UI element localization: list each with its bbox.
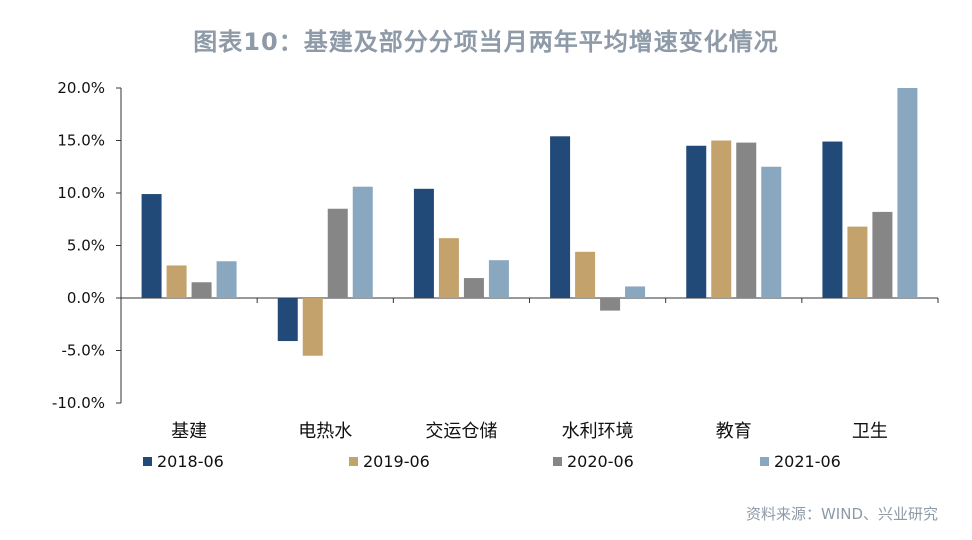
bar-2018-06 [686, 145, 707, 298]
bar-2018-06 [413, 188, 434, 298]
bar-2020-06 [600, 298, 621, 311]
bar-2019-06 [166, 265, 187, 298]
chart-title: 图表10：基建及部分分项当月两年平均增速变化情况 [193, 28, 779, 56]
legend-label: 2019-06 [363, 452, 430, 471]
legend-label: 2018-06 [157, 452, 224, 471]
bar-2019-06 [438, 238, 459, 298]
legend-swatch [143, 457, 152, 466]
legend-swatch [349, 457, 358, 466]
legend-label: 2021-06 [774, 452, 841, 471]
y-tick-label: -5.0% [61, 342, 105, 360]
bar-2019-06 [302, 298, 323, 356]
legend-swatch [553, 457, 562, 466]
bar-2021-06 [625, 286, 646, 298]
category-label: 基建 [171, 421, 207, 442]
y-tick-label: 20.0% [57, 79, 105, 97]
bar-2021-06 [897, 88, 918, 298]
chart-bars [141, 88, 918, 356]
y-tick-label: 0.0% [67, 289, 105, 307]
bar-2019-06 [847, 226, 868, 298]
bar-2021-06 [216, 261, 237, 298]
source-note: 资料来源：WIND、兴业研究 [745, 505, 938, 523]
bar-2020-06 [463, 278, 484, 298]
chart-axes [116, 87, 939, 404]
chart-legend: 2018-06 2019-06 2020-06 2021-06 [143, 452, 841, 471]
bar-2020-06 [872, 211, 893, 298]
legend-swatch [760, 457, 769, 466]
category-label: 水利环境 [562, 421, 634, 442]
category-label: 电热水 [298, 421, 352, 442]
bar-2018-06 [550, 136, 571, 298]
y-tick-label: 15.0% [57, 132, 105, 150]
y-tick-label: 10.0% [57, 184, 105, 202]
y-tick-label: 5.0% [67, 237, 105, 255]
bar-2018-06 [277, 298, 298, 342]
bar-2018-06 [141, 194, 162, 298]
category-label: 卫生 [852, 421, 888, 442]
bar-2019-06 [575, 251, 596, 298]
bar-2020-06 [327, 208, 348, 298]
chart-labels: 20.0% 15.0% 10.0% 5.0% 0.0% -5.0% -10.0% 基建 电热水 交… [52, 79, 888, 442]
bar-2018-06 [822, 141, 843, 298]
bar-2021-06 [488, 260, 509, 298]
y-tick-label: -10.0% [52, 394, 105, 412]
bar-2019-06 [711, 140, 732, 298]
bar-2021-06 [761, 166, 782, 298]
legend-label: 2020-06 [567, 452, 634, 471]
bar-2020-06 [191, 282, 212, 298]
category-label: 教育 [716, 421, 752, 442]
category-label: 交运仓储 [425, 421, 497, 442]
bar-2020-06 [736, 142, 757, 298]
bar-2021-06 [352, 186, 373, 298]
